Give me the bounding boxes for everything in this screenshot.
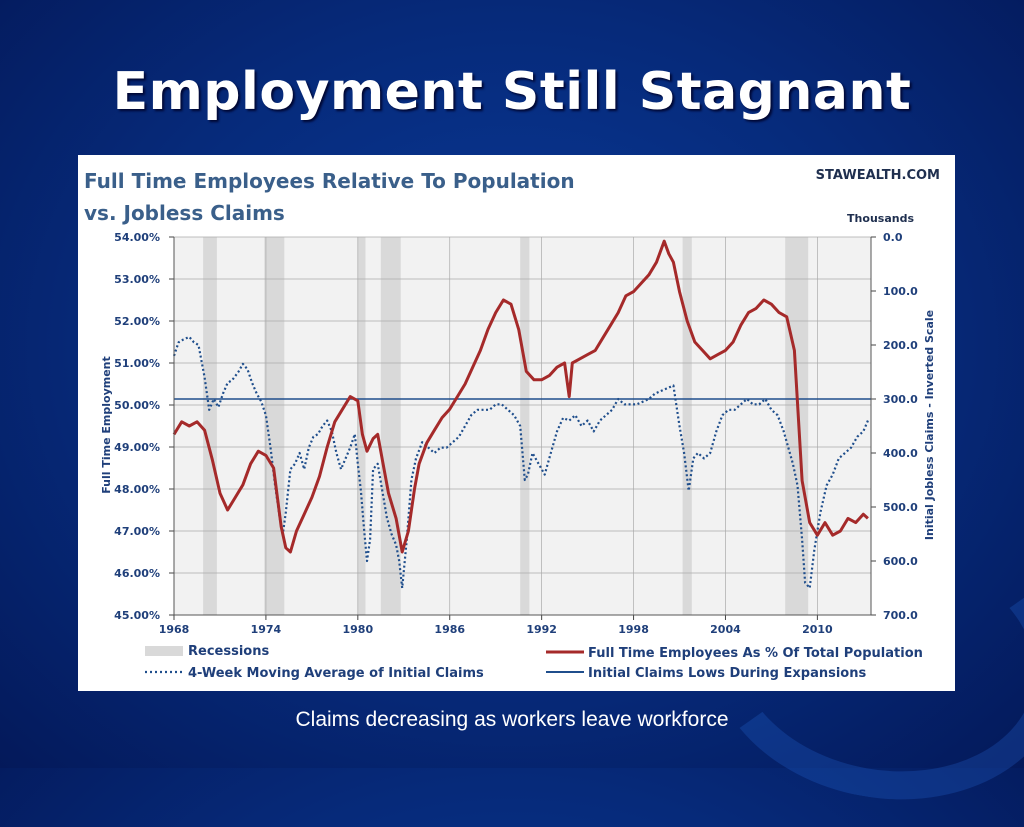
- y2-tick-label: 0.0: [883, 231, 903, 244]
- source-label: STAWEALTH.COM: [816, 168, 940, 183]
- y-tick-label: 50.00%: [114, 399, 160, 412]
- x-tick-label: 2010: [802, 623, 833, 636]
- recession-band: [682, 237, 692, 615]
- y-tick-label: 49.00%: [114, 441, 160, 454]
- chart-svg: 54.00% 53.00% 52.00% 51.00% 50.00% 49.00% 48.0…: [78, 155, 955, 691]
- y2-tick-label: 200.0: [883, 339, 918, 352]
- chart-title-line1: Full Time Employees Relative To Populati…: [84, 169, 575, 193]
- legend-recession-swatch: [145, 646, 183, 656]
- legend-employment-label: Full Time Employees As % Of Total Popula…: [588, 646, 923, 661]
- series-group: [172, 239, 871, 590]
- y2-tick-label: 500.0: [883, 501, 918, 514]
- y2-tick-label: 600.0: [883, 555, 918, 568]
- x-tick-label: 1986: [434, 623, 465, 636]
- legend-lows-label: Initial Claims Lows During Expansions: [588, 666, 866, 681]
- x-tick-label: 1992: [526, 623, 557, 636]
- y-tick-label: 48.00%: [114, 483, 160, 496]
- y2-tick-label: 300.0: [883, 393, 918, 406]
- legend: Recessions 4-Week Moving Average of Init…: [145, 644, 923, 681]
- y-axis-label: Full Time Employment: [100, 356, 113, 494]
- y2-tick-label: 100.0: [883, 285, 918, 298]
- y-tick-label: 45.00%: [114, 609, 160, 622]
- x-tick-label: 1968: [159, 623, 190, 636]
- recession-band: [380, 237, 401, 615]
- y-tick-label: 51.00%: [114, 357, 160, 370]
- x-tick-label: 1980: [343, 623, 374, 636]
- y2-tick-label: 400.0: [883, 447, 918, 460]
- chart-frame: 54.00% 53.00% 52.00% 51.00% 50.00% 49.00% 48.0…: [78, 155, 955, 691]
- recession-band: [203, 237, 217, 615]
- y-tick-label: 47.00%: [114, 525, 160, 538]
- y2-axis-label: Initial Jobless Claims - Inverted Scale: [923, 310, 936, 540]
- series-line-employment: [172, 239, 869, 554]
- x-tick-label: 1974: [251, 623, 282, 636]
- y2-units-label: Thousands: [847, 212, 914, 225]
- x-tick-label: 2004: [710, 623, 741, 636]
- recession-band: [520, 237, 530, 615]
- y-tick-label: 53.00%: [114, 273, 160, 286]
- y2-tick-label: 700.0: [883, 609, 918, 622]
- x-tick-label: 1998: [618, 623, 649, 636]
- chart-title-line2: vs. Jobless Claims: [84, 201, 285, 225]
- axes-group: 54.00% 53.00% 52.00% 51.00% 50.00% 49.00% 48.0…: [114, 231, 918, 636]
- y-tick-label: 54.00%: [114, 231, 160, 244]
- slide-caption: Claims decreasing as workers leave workf…: [295, 708, 729, 731]
- y-tick-label: 52.00%: [114, 315, 160, 328]
- recession-band: [785, 237, 809, 615]
- y-tick-label: 46.00%: [114, 567, 160, 580]
- legend-claims-label: 4-Week Moving Average of Initial Claims: [188, 666, 484, 681]
- legend-recessions-label: Recessions: [188, 644, 269, 659]
- slide-title: Employment Still Stagnant: [112, 62, 912, 122]
